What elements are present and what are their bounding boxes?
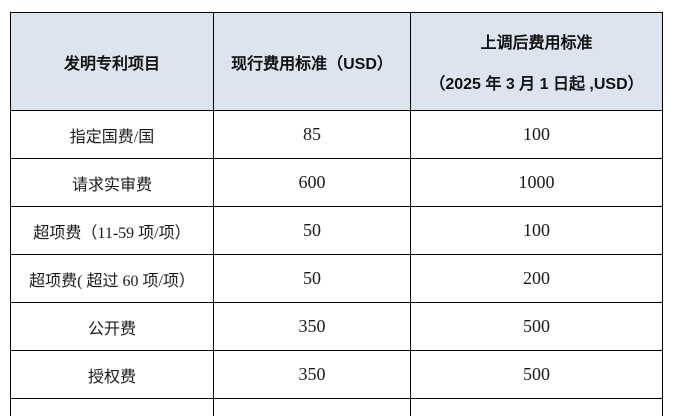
table-header-row: 发明专利项目 现行费用标准（USD） 上调后费用标准 （2025 年 3 月 1… — [10, 12, 663, 111]
current-fee-cell: 85 — [213, 110, 411, 159]
header-current-fee-column: 现行费用标准（USD） — [213, 12, 411, 111]
new-fee-cell — [410, 398, 663, 416]
patent-fee-table: 发明专利项目 现行费用标准（USD） 上调后费用标准 （2025 年 3 月 1… — [10, 12, 663, 416]
item-cell: 公开费 — [10, 302, 214, 351]
table-row: 请求实审费 600 1000 — [10, 158, 663, 207]
item-cell — [10, 398, 214, 416]
new-fee-cell: 100 — [410, 110, 663, 159]
table-row-clipped — [10, 398, 663, 416]
item-cell: 授权费 — [10, 350, 214, 399]
current-fee-cell: 600 — [213, 158, 411, 207]
item-cell: 超项费( 超过 60 项/项） — [10, 254, 214, 303]
header-new-fee-line1: 上调后费用标准 — [480, 35, 593, 52]
table-row: 公开费 350 500 — [10, 302, 663, 351]
item-cell: 指定国费/国 — [10, 110, 214, 159]
header-new-fee-line2: （2025 年 3 月 1 日起 ,USD） — [429, 76, 644, 93]
current-fee-cell: 50 — [213, 206, 411, 255]
table-row: 授权费 350 500 — [10, 350, 663, 399]
current-fee-cell — [213, 398, 411, 416]
table-row: 超项费（11-59 项/项） 50 100 — [10, 206, 663, 255]
new-fee-cell: 500 — [410, 350, 663, 399]
current-fee-cell: 350 — [213, 350, 411, 399]
current-fee-cell: 350 — [213, 302, 411, 351]
header-item-column: 发明专利项目 — [10, 12, 214, 111]
new-fee-cell: 100 — [410, 206, 663, 255]
item-cell: 请求实审费 — [10, 158, 214, 207]
current-fee-cell: 50 — [213, 254, 411, 303]
header-new-fee-column: 上调后费用标准 （2025 年 3 月 1 日起 ,USD） — [410, 12, 663, 111]
item-cell: 超项费（11-59 项/项） — [10, 206, 214, 255]
new-fee-cell: 200 — [410, 254, 663, 303]
table-row: 超项费( 超过 60 项/项） 50 200 — [10, 254, 663, 303]
new-fee-cell: 500 — [410, 302, 663, 351]
new-fee-cell: 1000 — [410, 158, 663, 207]
table-row: 指定国费/国 85 100 — [10, 110, 663, 159]
